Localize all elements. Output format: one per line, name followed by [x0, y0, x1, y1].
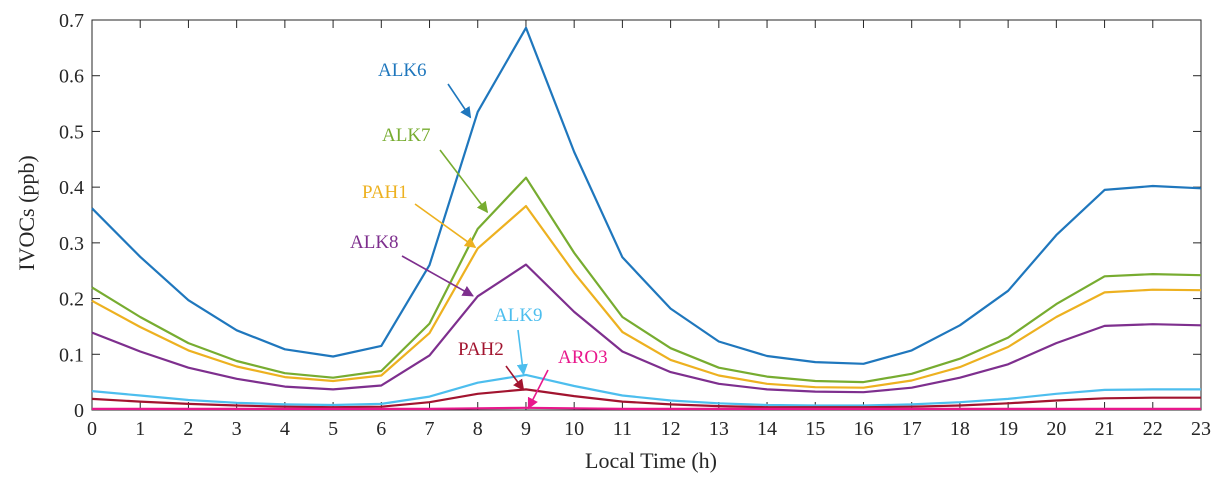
x-axis-ticks: 0 1 2 3 4 5 6 7 8 9 10 11 12 13 14 15 16 17 18 19 20 21 22 23	[87, 20, 1211, 440]
annotation-arrow-alk9	[516, 329, 528, 376]
x-tick-label: 21	[1095, 418, 1115, 440]
y-tick-label: 0.2	[59, 289, 84, 311]
series-label-aro3: ARO3	[558, 347, 608, 368]
series-line-aro3	[92, 406, 1201, 410]
series-line-alk9	[91, 373, 1201, 407]
x-tick-label: 1	[135, 418, 145, 440]
x-tick-label: 4	[280, 418, 290, 440]
series-line-alk7	[91, 176, 1202, 384]
x-tick-label: 17	[902, 418, 922, 440]
series-label-alk7: ALK7	[382, 125, 431, 146]
series-line-alk8	[91, 263, 1202, 394]
plot-frame	[91, 19, 1202, 411]
series-label-alk6: ALK6	[378, 60, 427, 81]
x-tick-label: 7	[425, 418, 435, 440]
series-line-alk6	[91, 26, 1202, 365]
y-tick-label: 0.4	[59, 177, 84, 199]
series-label-alk8: ALK8	[350, 232, 399, 253]
annotation-arrow-alk8	[401, 255, 474, 297]
plot-box	[91, 19, 1202, 411]
series-label-alk9: ALK9	[494, 305, 543, 326]
x-tick-label: 11	[613, 418, 632, 440]
annotation-arrow-aro3	[527, 369, 549, 410]
series-line-pah2	[91, 388, 1201, 409]
x-tick-label: 12	[661, 418, 681, 440]
y-axis-title: IVOCs (ppb)	[14, 155, 39, 271]
x-tick-label: 3	[232, 418, 242, 440]
x-tick-label: 14	[757, 418, 777, 440]
x-tick-label: 19	[998, 418, 1018, 440]
series-annotations: ALK6 ALK7 PAH1 ALK8 ALK9 PAH2 ARO3	[350, 60, 608, 410]
x-tick-label: 23	[1191, 418, 1211, 440]
y-tick-label: 0.1	[59, 344, 84, 366]
y-tick-label: 0.6	[59, 66, 84, 88]
y-tick-label: 0.5	[59, 121, 84, 143]
annotation-arrow-alk7	[439, 149, 489, 214]
x-tick-label: 5	[328, 418, 338, 440]
x-tick-label: 9	[521, 418, 531, 440]
annotation-arrow-pah2	[505, 365, 525, 391]
annotation-arrow-pah1	[414, 203, 477, 248]
y-axis-ticks: 0 0.1 0.2 0.3 0.4 0.5 0.6 0.7	[59, 10, 1201, 422]
x-tick-label: 20	[1046, 418, 1066, 440]
series-line-pah1	[91, 205, 1202, 389]
x-tick-label: 6	[376, 418, 386, 440]
y-tick-label: 0.7	[59, 10, 84, 32]
series-label-pah1: PAH1	[362, 182, 408, 203]
x-tick-label: 0	[87, 418, 97, 440]
x-tick-label: 8	[473, 418, 483, 440]
series-lines	[91, 26, 1202, 410]
annotation-arrow-alk6	[447, 83, 472, 119]
x-tick-label: 15	[805, 418, 825, 440]
series-label-pah2: PAH2	[458, 339, 504, 360]
x-tick-label: 18	[950, 418, 970, 440]
x-tick-label: 16	[853, 418, 873, 440]
x-axis-title: Local Time (h)	[585, 448, 717, 473]
x-tick-label: 13	[709, 418, 729, 440]
y-tick-label: 0.3	[59, 233, 84, 255]
x-tick-label: 10	[564, 418, 584, 440]
x-tick-label: 22	[1143, 418, 1163, 440]
x-tick-label: 2	[183, 418, 193, 440]
y-tick-label: 0	[74, 400, 84, 422]
